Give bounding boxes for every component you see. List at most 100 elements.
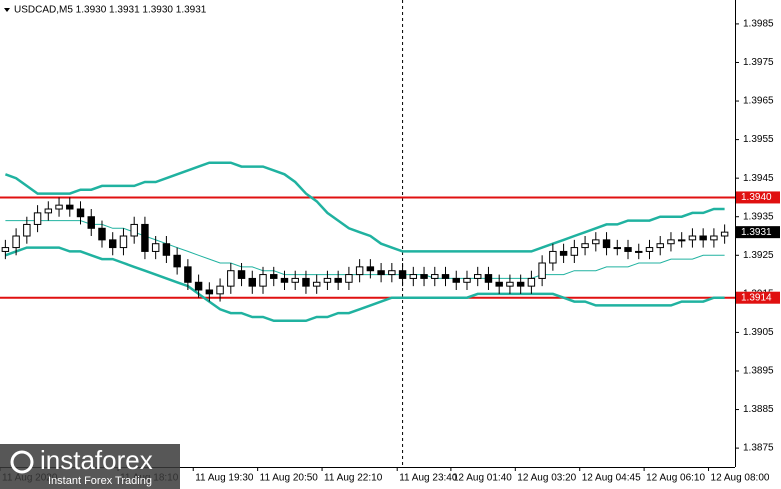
y-tick-label: 1.3955 — [743, 134, 774, 145]
candle-body — [538, 262, 546, 279]
candle-body — [205, 289, 214, 295]
candle-body — [302, 277, 310, 287]
candle-body — [710, 235, 718, 241]
y-tick-label: 1.3925 — [743, 250, 774, 261]
watermark: instaforex Instant Forex Trading — [0, 444, 180, 489]
candle-body — [602, 239, 611, 249]
candle-body — [677, 239, 686, 242]
watermark-brand: instaforex — [40, 445, 153, 475]
x-tick-label: 11 Aug 22:10 — [324, 473, 383, 484]
candle-body — [291, 277, 299, 283]
x-tick-label: 11 Aug 19:30 — [195, 473, 254, 484]
candle-body — [624, 247, 632, 252]
candle-body — [55, 204, 63, 210]
candle-body — [667, 239, 675, 245]
chart-title: USDCAD,M5 1.3930 1.3931 1.3930 1.3931 — [14, 5, 207, 16]
x-tick-label: 12 Aug 01:40 — [453, 473, 512, 484]
candle-body — [699, 235, 707, 241]
candle-body — [441, 274, 450, 279]
watermark-tagline: Instant Forex Trading — [48, 475, 152, 487]
candle-body — [312, 281, 321, 287]
candle-body — [398, 270, 407, 279]
y-tick-label: 1.3935 — [743, 211, 774, 222]
candle-body — [720, 231, 729, 237]
y-tick-label: 1.3985 — [743, 19, 774, 30]
candle-body — [474, 274, 482, 279]
candle-body — [194, 281, 203, 291]
x-tick-label: 12 Aug 08:00 — [711, 473, 770, 484]
candle-body — [44, 208, 53, 214]
candle-body — [23, 223, 31, 237]
candle-body — [656, 243, 664, 249]
x-tick-label: 12 Aug 04:45 — [582, 473, 641, 484]
candle-body — [323, 277, 332, 283]
plot-area — [0, 0, 735, 467]
candle-body — [227, 270, 235, 287]
y-tick-label: 1.3905 — [743, 327, 774, 338]
candle-body — [506, 281, 514, 287]
candle-body — [259, 274, 267, 287]
candle-body — [355, 266, 364, 276]
candle-body — [688, 235, 697, 241]
candle-body — [635, 250, 643, 253]
candle-body — [463, 277, 471, 283]
candle-body — [409, 274, 418, 279]
candle-body — [388, 270, 396, 276]
candle-body — [431, 274, 439, 279]
y-tick-label: 1.3875 — [743, 443, 774, 454]
y-tick-label: 1.3885 — [743, 404, 774, 415]
candle-body — [216, 285, 224, 295]
candle-body — [549, 250, 557, 264]
price-tag — [736, 291, 780, 304]
candle-body — [420, 274, 428, 279]
candle-body — [33, 212, 42, 225]
x-tick-label: 11 Aug 20:50 — [260, 473, 319, 484]
candle-body — [280, 277, 289, 283]
y-tick-label: 1.3965 — [743, 96, 774, 107]
candle-body — [495, 281, 503, 287]
x-tick-label: 12 Aug 06:10 — [646, 473, 705, 484]
candle-body — [184, 266, 192, 283]
candle-body — [581, 243, 589, 249]
candle-body — [334, 277, 342, 283]
price-tag — [736, 191, 780, 204]
candle-body — [151, 243, 160, 252]
candle-body — [130, 223, 138, 237]
price-tag-label: 1.3914 — [741, 292, 772, 303]
y-tick-label: 1.3895 — [743, 366, 774, 377]
candle-body — [527, 277, 536, 287]
candle-body — [141, 223, 149, 252]
menu-triangle[interactable] — [4, 8, 10, 12]
y-tick-label: 1.3975 — [743, 57, 774, 68]
candle-body — [87, 216, 95, 229]
candle-body — [12, 235, 20, 249]
price-tag-label: 1.3931 — [741, 227, 772, 238]
candle-body — [237, 270, 246, 279]
candle-body — [559, 250, 568, 256]
price-tag — [736, 226, 780, 239]
candle-body — [270, 274, 278, 279]
candle-body — [173, 254, 181, 268]
band-line — [5, 220, 725, 279]
band-line — [4, 246, 725, 323]
x-tick-label: 12 Aug 03:20 — [517, 473, 576, 484]
y-tick-label: 1.3945 — [743, 173, 774, 184]
band-line — [4, 161, 725, 253]
candle-body — [366, 266, 375, 272]
candle-body — [452, 277, 460, 283]
candle-body — [377, 270, 385, 276]
watermark-logo — [10, 450, 34, 474]
candle-body — [645, 247, 654, 252]
price-tag-label: 1.3940 — [741, 192, 772, 203]
candle-body — [248, 277, 256, 287]
candle-body — [109, 239, 117, 249]
candle-body — [345, 274, 353, 283]
candle-body — [1, 247, 10, 252]
candle-body — [66, 204, 74, 210]
candle-body — [484, 274, 493, 283]
candle-body — [76, 208, 85, 218]
candle-body — [516, 281, 525, 287]
candle-body — [98, 227, 106, 241]
